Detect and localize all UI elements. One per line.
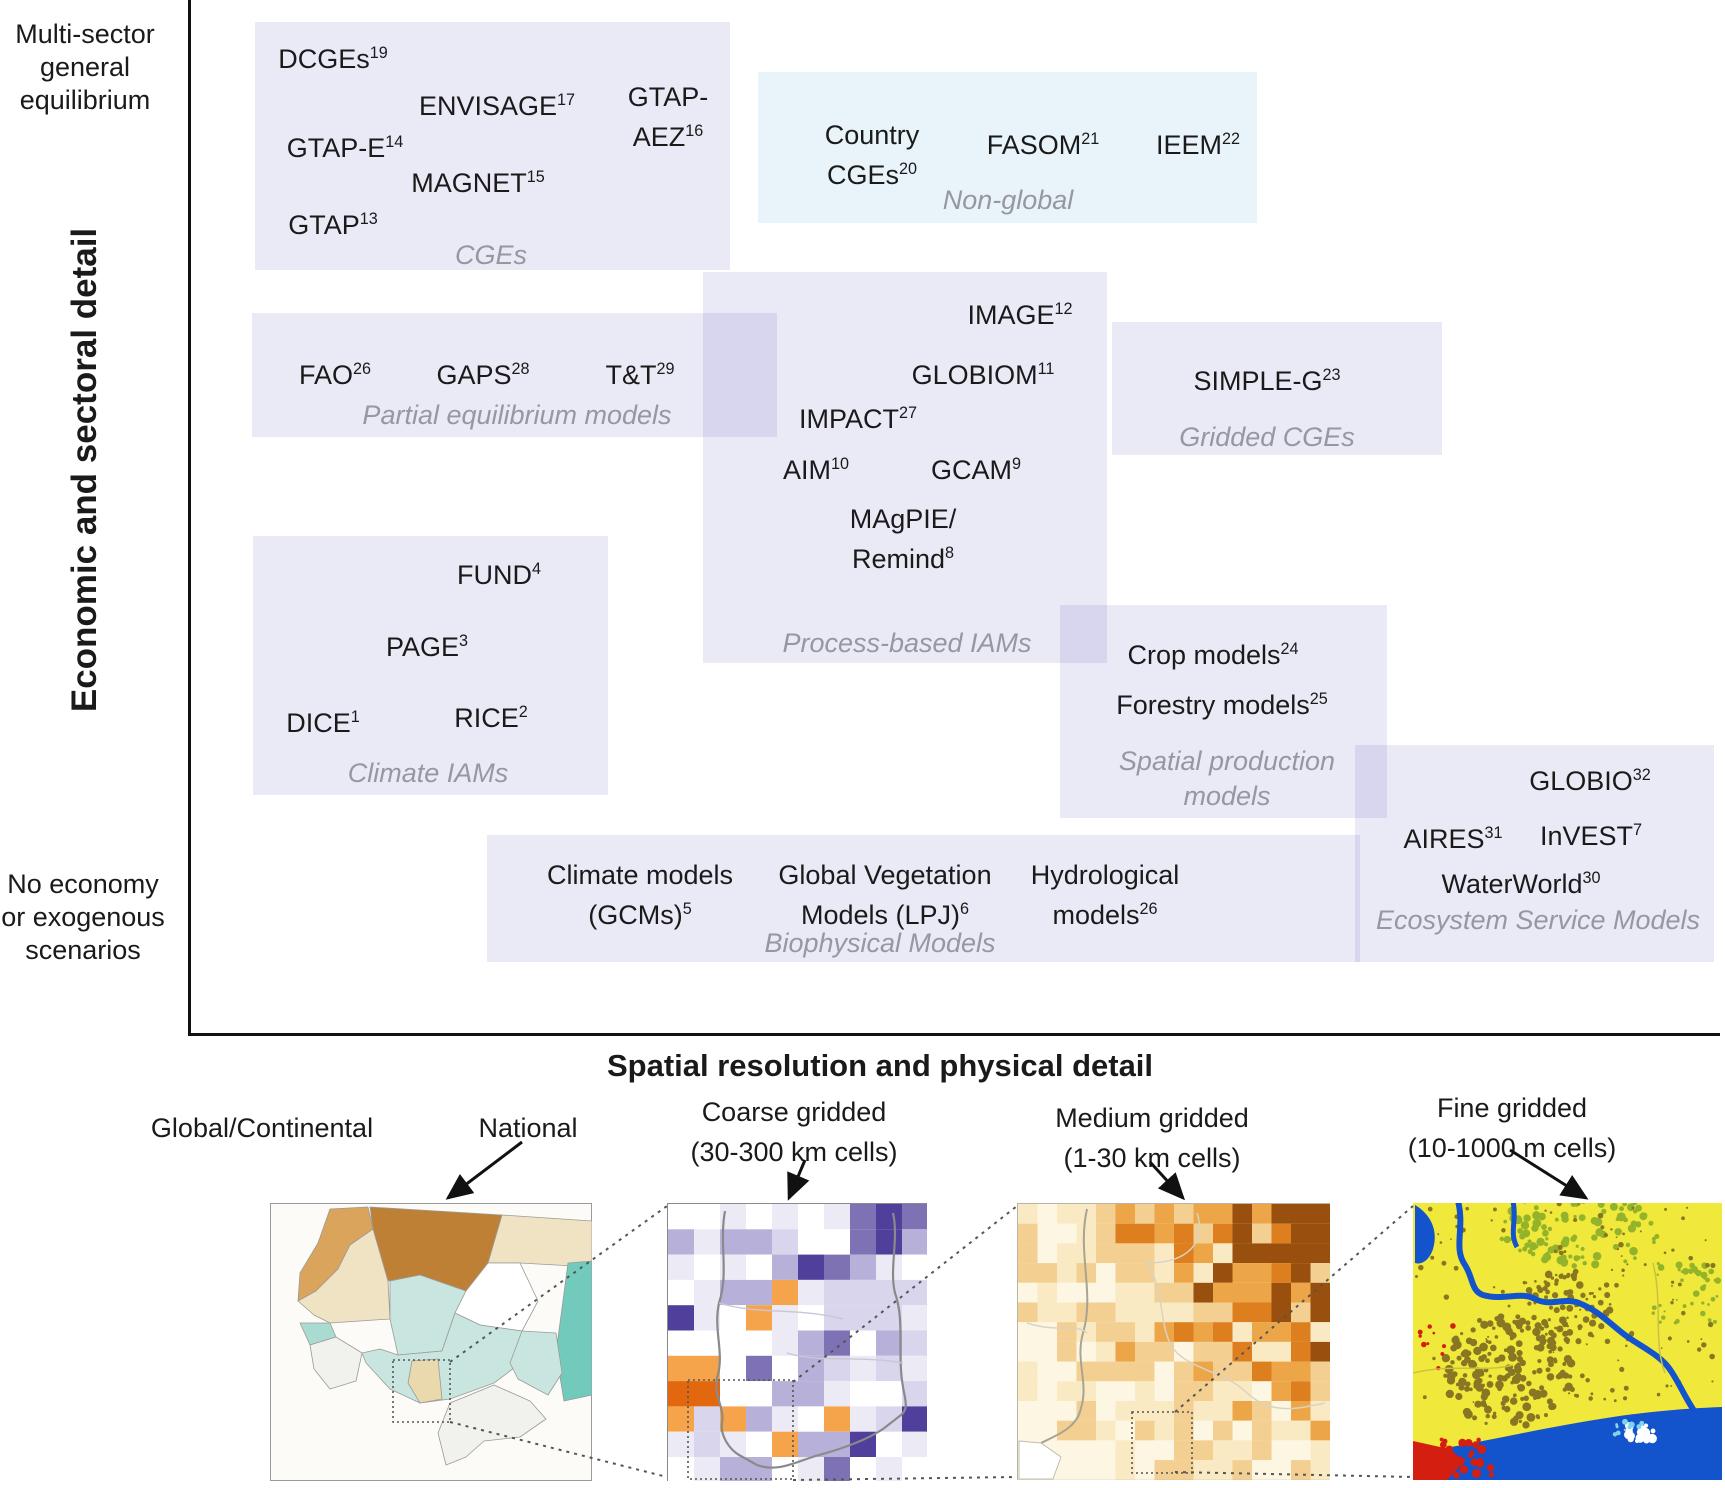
resolution-label-coarse-gridded: Coarse gridded (30-300 km cells) (690, 1097, 898, 1167)
model-label-gtap-e: GTAP-E14 (286, 133, 404, 163)
category-box-climate-iams (253, 536, 608, 795)
category-label-cges: CGEs (454, 240, 528, 270)
category-label-process-iams: Process-based IAMs (782, 628, 1032, 658)
category-box-biophysical (487, 835, 1360, 962)
map-coarse-grid-map (667, 1203, 927, 1481)
model-label-dice: DICE1 (286, 708, 360, 738)
model-label-forestry-models: Forestry models25 (1116, 690, 1328, 720)
model-label-fasom: FASOM21 (986, 130, 1100, 160)
model-label-magpie-remind: MAgPIE/Remind8 (849, 504, 957, 574)
model-label-gtap: GTAP13 (288, 210, 378, 240)
model-label-gtap-aez: GTAP- AEZ16 (627, 82, 709, 152)
model-label-aires: AIRES31 (1403, 824, 1503, 854)
category-box-non-global (758, 72, 1257, 223)
map-image-coarse (667, 1203, 927, 1481)
resolution-label-global-continental: Global/Continental (150, 1113, 374, 1143)
model-label-page: PAGE3 (385, 632, 469, 662)
model-label-gcms: Climate models (GCMs)5 (546, 860, 734, 930)
category-label-non-global: Non-global (942, 185, 1074, 215)
map-west-africa-country-map (270, 1203, 592, 1481)
model-label-envisage: ENVISAGE17 (418, 91, 576, 121)
map-image-fine (1413, 1203, 1722, 1480)
model-label-hydrological: Hydrological models26 (1030, 860, 1180, 930)
model-label-aim: AIM10 (782, 455, 850, 485)
model-label-globio: GLOBIO32 (1529, 766, 1651, 796)
model-label-simple-g: SIMPLE-G23 (1193, 366, 1341, 396)
model-label-dcges: DCGEs19 (278, 44, 388, 74)
y-axis-bottom-label: No economy or exogenous scenarios (1, 869, 165, 965)
model-label-lpj: Global Vegetation Models (LPJ)6 (778, 860, 992, 930)
model-label-country-cges: Country CGEs20 (824, 120, 920, 190)
model-label-magnet: MAGNET15 (411, 168, 545, 198)
model-label-impact: IMPACT27 (798, 404, 918, 434)
resolution-label-medium-gridded: Medium gridded (1-30 km cells) (1055, 1103, 1249, 1173)
y-axis-line (188, 0, 191, 1036)
category-label-partial-equilibrium: Partial equilibrium models (362, 400, 672, 430)
category-label-biophysical: Biophysical Models (764, 928, 996, 958)
category-box-ecosystem-service (1355, 745, 1714, 962)
category-box-partial-equilibrium (252, 313, 777, 437)
category-label-ecosystem-service: Ecosystem Service Models (1375, 905, 1701, 935)
map-image-global-national (270, 1203, 592, 1481)
category-box-process-iams (703, 272, 1107, 663)
model-label-image: IMAGE12 (967, 300, 1073, 330)
model-label-invest: InVEST7 (1539, 821, 1643, 851)
model-label-ieem: IEEM22 (1155, 130, 1241, 160)
category-label-climate-iams: Climate IAMs (347, 758, 509, 788)
category-box-gridded-cges (1112, 322, 1442, 455)
y-axis-top-label: Multi-sector general equilibrium (15, 19, 155, 115)
model-label-globiom: GLOBIOM11 (911, 360, 1055, 390)
category-box-spatial-production (1060, 605, 1387, 818)
x-axis-line (188, 1033, 1720, 1036)
y-axis-title: Economic and sectoral detail (65, 227, 104, 713)
map-fine-landcover-map (1413, 1203, 1722, 1480)
map-image-medium (1017, 1203, 1330, 1480)
model-label-fao: FAO26 (298, 360, 372, 390)
model-label-tt: T&T29 (605, 360, 675, 390)
category-label-gridded-cges: Gridded CGEs (1179, 422, 1355, 452)
model-label-waterworld: WaterWorld30 (1441, 869, 1601, 899)
category-label-spatial-production: Spatial production models (1118, 746, 1336, 811)
category-box-cges (255, 22, 730, 270)
model-label-gaps: GAPS28 (436, 360, 530, 390)
model-label-rice: RICE2 (454, 703, 528, 733)
model-label-crop-models: Crop models24 (1127, 640, 1299, 670)
resolution-label-national: National (478, 1113, 578, 1143)
model-label-gcam: GCAM9 (930, 455, 1022, 485)
model-label-fund: FUND4 (456, 560, 542, 590)
map-medium-grid-map (1017, 1203, 1330, 1480)
resolution-label-fine-gridded: Fine gridded (10-1000 m cells) (1407, 1093, 1617, 1163)
x-axis-title: Spatial resolution and physical detail (606, 1048, 1154, 1083)
